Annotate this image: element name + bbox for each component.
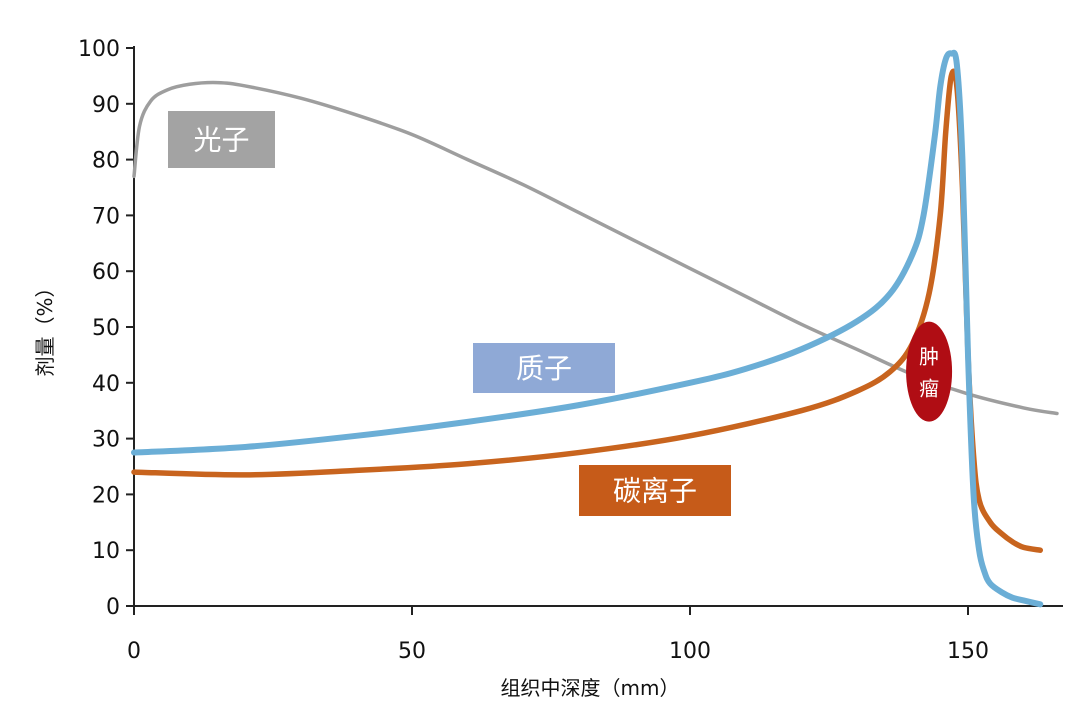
x-ticks: 0 50 100 150 <box>127 606 989 664</box>
tumor-label-char: 肿 <box>919 345 939 369</box>
y-tick-label: 90 <box>92 93 120 118</box>
tumor-marker: 肿瘤 <box>906 321 953 422</box>
x-tick-label: 100 <box>669 639 711 664</box>
x-tick-label: 50 <box>398 639 426 664</box>
series-label-proton-box <box>473 343 615 393</box>
y-tick-label: 0 <box>106 595 120 620</box>
x-axis-title: 组织中深度（mm） <box>501 676 680 700</box>
y-tick-label: 20 <box>92 483 120 508</box>
series-label-photon-text: 光子 <box>193 124 249 157</box>
tumor-ellipse <box>906 321 953 422</box>
x-tick-label: 150 <box>947 639 989 664</box>
series-photon-line <box>132 80 1059 416</box>
y-tick-label: 30 <box>92 428 120 453</box>
y-tick-label: 70 <box>92 204 120 229</box>
series-label-photon: 光子 <box>168 111 275 168</box>
series-label-carbon: 碳离子 <box>579 465 731 516</box>
y-tick-label: 40 <box>92 372 120 397</box>
series-label-carbon-text: 碳离子 <box>613 475 697 508</box>
series-carbon-line <box>131 68 1044 553</box>
series-layer <box>131 49 1059 608</box>
series-label-proton-text: 质子 <box>516 352 572 385</box>
tumor-label-char: 瘤 <box>919 377 939 401</box>
y-axis-title: 剂量（%） <box>33 277 57 376</box>
y-tick-label: 100 <box>78 37 120 62</box>
y-tick-label: 60 <box>92 260 120 285</box>
series-proton-line <box>131 49 1044 608</box>
axes: 0 10 20 30 40 50 60 70 80 90 100 0 50 100 150 <box>78 37 1063 664</box>
y-ticks: 0 10 20 30 40 50 60 70 80 90 100 <box>78 37 134 620</box>
series-label-proton: 质子 <box>473 343 615 393</box>
series-label-photon-box <box>168 111 275 168</box>
y-tick-label: 50 <box>92 316 120 341</box>
x-tick-label: 0 <box>127 639 141 664</box>
y-tick-label: 80 <box>92 149 120 174</box>
series-label-carbon-box <box>579 465 731 516</box>
y-tick-label: 10 <box>92 539 120 564</box>
